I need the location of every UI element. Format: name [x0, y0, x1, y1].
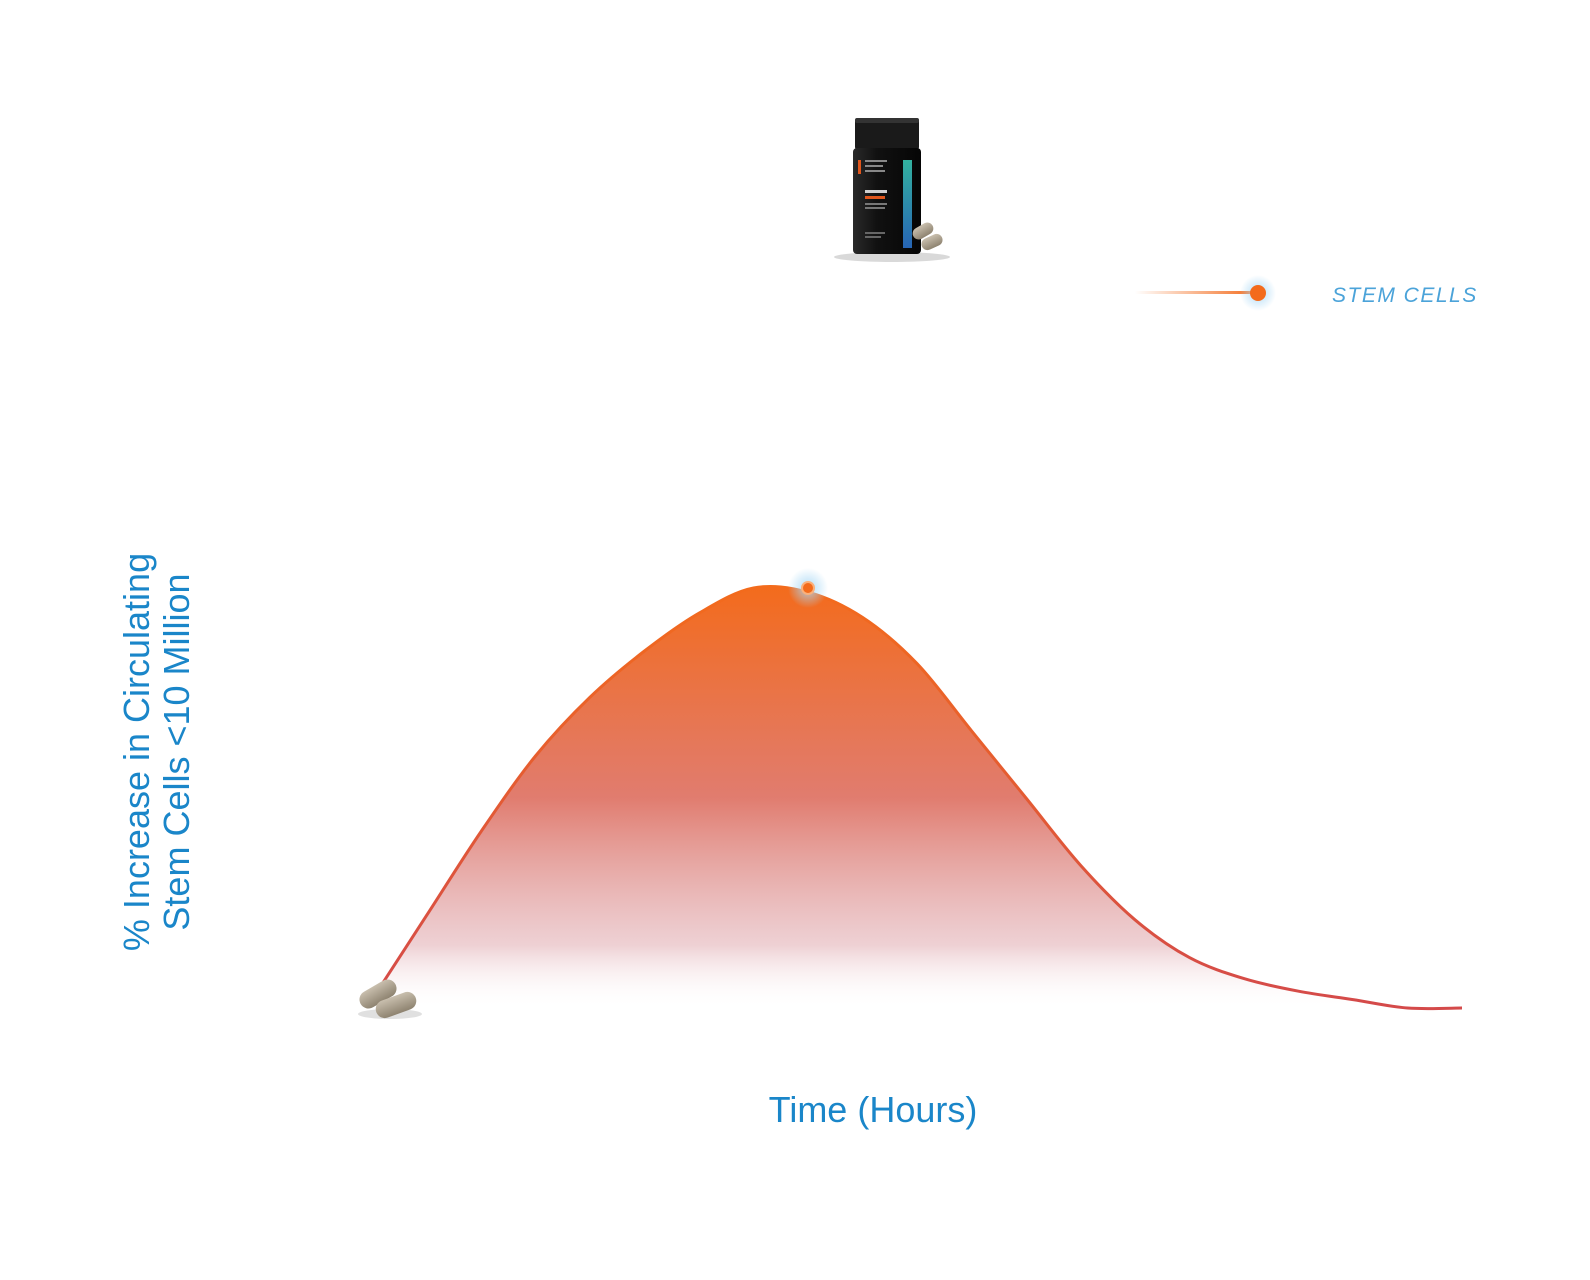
y-axis-title: % Increase in Circulating Stem Cells <10… — [116, 452, 197, 1052]
supplement-bottle-icon — [834, 118, 950, 262]
legend-line — [1135, 291, 1258, 294]
x-axis-title: Time (Hours) — [768, 1089, 978, 1130]
legend-entry-stem-cells — [1135, 275, 1276, 311]
series-line-stem-cells — [370, 584, 1463, 1011]
series-area-stem-cells — [372, 586, 1462, 1009]
capsules-icon — [358, 979, 422, 1019]
y-axis-title-line-2: Stem Cells <10 Million — [156, 573, 197, 931]
peak-marker — [801, 581, 815, 595]
y-axis-title-line-1: % Increase in Circulating — [116, 552, 157, 952]
legend-label: STEM CELLS — [1332, 284, 1478, 307]
legend-dot — [1250, 285, 1266, 301]
